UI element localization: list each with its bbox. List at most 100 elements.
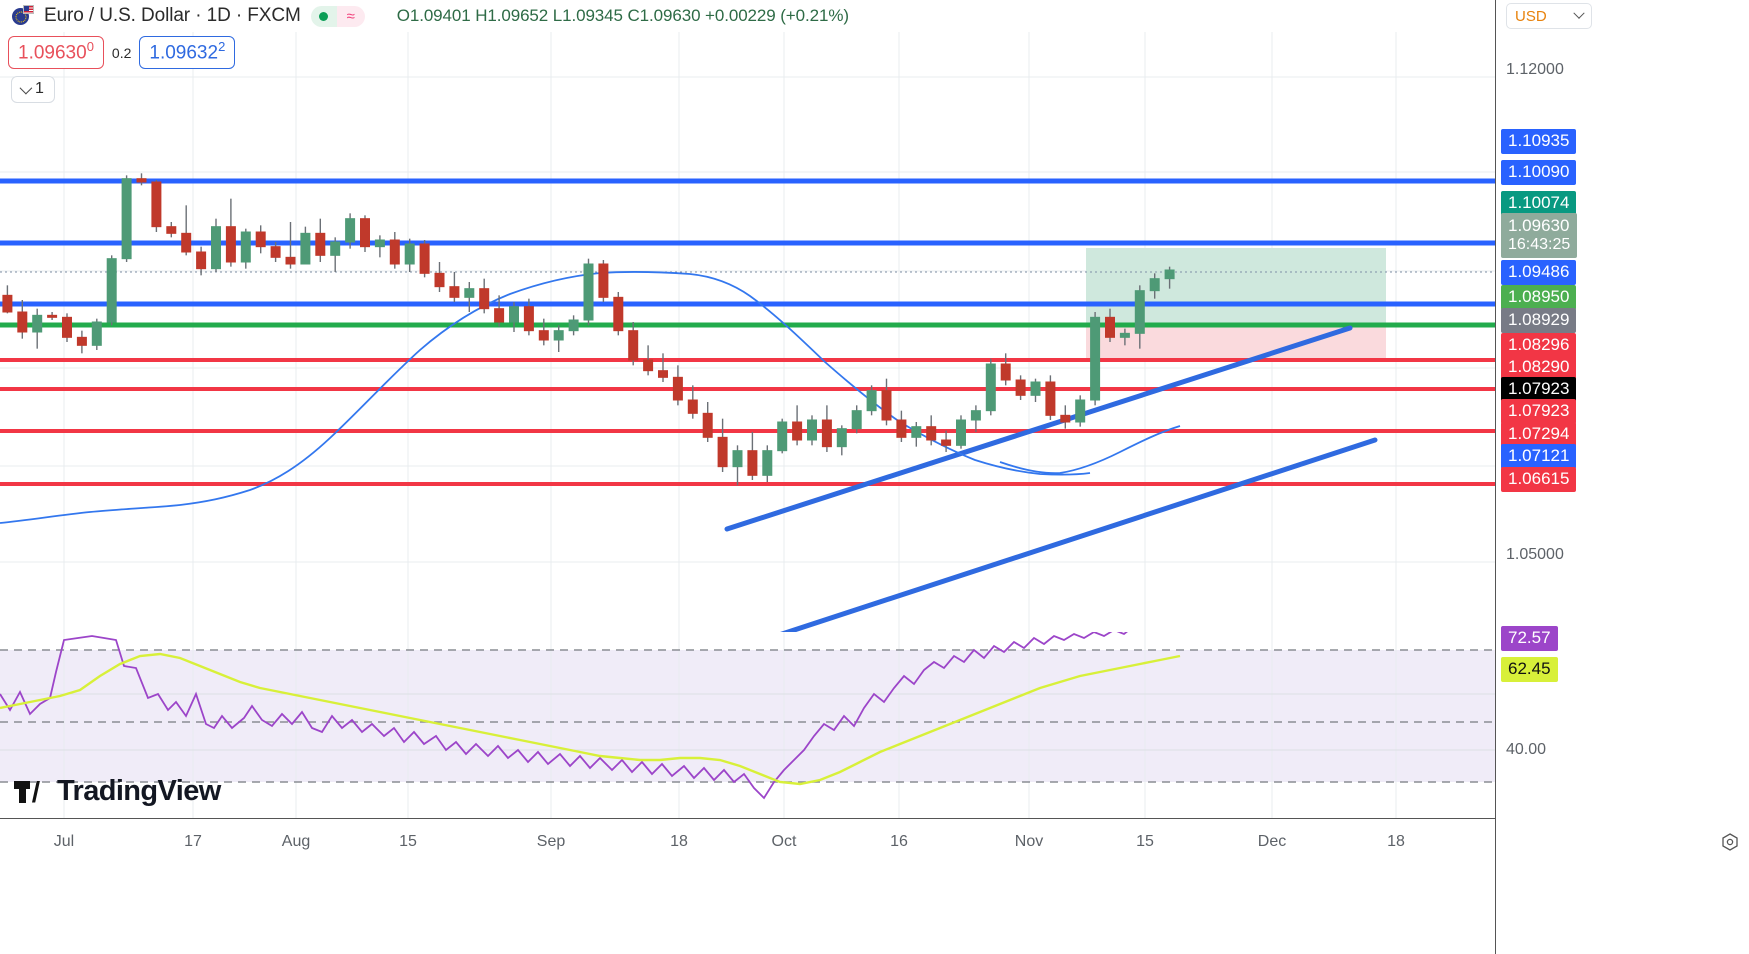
time-axis-label: Dec [1257, 833, 1287, 850]
candle-body [881, 390, 892, 421]
candle-body [121, 178, 132, 260]
candle-body [360, 218, 370, 248]
lot-size-selector[interactable]: 1 [11, 76, 55, 103]
candle-body [434, 272, 445, 288]
rsi-indicator-panel[interactable] [0, 632, 1495, 818]
candle-body [330, 241, 341, 256]
moving-average-short [999, 425, 1181, 475]
candle-body [598, 263, 609, 298]
price-level-badge[interactable]: 1.10090 [1501, 160, 1577, 185]
rsi-moving-average [0, 652, 1181, 786]
candle-body [255, 231, 266, 248]
currency-value: USD [1515, 7, 1547, 25]
ohlc-values: O1.09401 H1.09652 L1.09345 C1.09630 +0.0… [396, 6, 849, 25]
candle-body [643, 359, 654, 372]
chart-settings-icon[interactable] [1720, 832, 1740, 852]
price-level-badge[interactable]: 1.09630 16:43:25 [1501, 213, 1578, 258]
candle-body [76, 336, 87, 346]
price-level-badge[interactable]: 1.08296 [1501, 333, 1577, 358]
price-level-badge[interactable]: 1.06615 [1501, 467, 1577, 492]
candle-body [985, 363, 996, 412]
candle-body [628, 330, 639, 361]
time-axis-label: Oct [771, 833, 797, 850]
rsi-line [0, 632, 1128, 800]
candle-body [2, 294, 13, 313]
candle-body [1015, 379, 1026, 396]
candle-body [1119, 332, 1130, 338]
candle-body [1045, 381, 1056, 416]
price-level-badge[interactable]: 1.07923 [1501, 377, 1577, 402]
candle-body [389, 239, 400, 265]
candle-body [225, 226, 236, 263]
candle-body [136, 178, 147, 183]
channel-lower-line [780, 437, 1378, 632]
price-level-badge[interactable]: 1.07923 [1501, 399, 1577, 424]
time-axis-label: 15 [1136, 833, 1154, 850]
candle-body [419, 243, 430, 274]
candle-body [1060, 414, 1071, 423]
candle-body [166, 226, 177, 234]
candle-body [17, 311, 28, 333]
candle-body [240, 231, 251, 263]
countdown-timer: 16:43:25 [1508, 235, 1571, 253]
price-level-badge[interactable]: 1.07121 [1501, 444, 1577, 469]
price-level-badge[interactable]: 1.08950 [1501, 285, 1577, 310]
candle-body [181, 232, 192, 253]
price-level-badge[interactable]: 1.10935 [1501, 129, 1577, 154]
time-axis-label: Jul [53, 833, 75, 850]
market-status-pill: ≈ [310, 5, 365, 27]
candle-body [523, 306, 534, 332]
candle-body [196, 251, 207, 270]
candle-body [583, 263, 594, 321]
candle-body [896, 419, 907, 438]
rsi-level-lines [0, 649, 1495, 783]
candle-body [777, 421, 788, 452]
time-axis-label: 18 [1387, 833, 1405, 850]
price-level-badge[interactable]: 1.09486 [1501, 260, 1577, 285]
page-title[interactable]: Euro / U.S. Dollar · 1D · FXCM [44, 5, 301, 26]
candle-body [1134, 290, 1145, 334]
chart-header: Euro / U.S. Dollar · 1D · FXCM ≈ O1.0940… [0, 0, 1495, 32]
candle-body [464, 288, 475, 298]
tradingview-watermark: TradingView [14, 775, 221, 808]
price-scale[interactable]: USD 1.12000 1.05000 40.00 1.10935 1.10090 1.1… [1495, 0, 1749, 954]
candle-body [851, 410, 862, 430]
time-axis[interactable]: Jul 17 Aug 15 Sep 18 Oct 16 Nov 15 Dec 18 [0, 818, 1495, 954]
price-level-badge[interactable]: 1.08929 [1501, 308, 1577, 333]
rsi-value-badge[interactable]: 62.45 [1501, 657, 1558, 682]
candle-body [553, 330, 564, 341]
price-chart-panel[interactable] [0, 32, 1495, 632]
candlestick-series [2, 173, 1175, 486]
candle-body [538, 330, 549, 341]
eurusd-flag-icon [12, 5, 34, 27]
candle-body [568, 319, 579, 332]
candle-body [1090, 316, 1101, 401]
spread-value: 0.2 [111, 44, 132, 61]
candle-body [836, 428, 847, 448]
time-axis-label: 15 [399, 833, 417, 850]
candle-body [956, 419, 966, 446]
ask-price-sup: 2 [218, 39, 226, 54]
chevron-down-icon [19, 81, 33, 94]
chevron-down-icon [1573, 7, 1585, 19]
candle-body [807, 419, 817, 441]
price-level-badge[interactable]: 1.10074 [1501, 191, 1577, 216]
candle-body [106, 258, 117, 323]
ask-price-tag[interactable]: 1.096322 [139, 36, 236, 70]
candle-body [970, 410, 981, 421]
candle-body [687, 399, 698, 414]
candle-body [509, 306, 519, 323]
bid-price-tag[interactable]: 1.096300 [8, 36, 104, 70]
price-level-badge[interactable]: 1.07294 [1501, 422, 1577, 447]
lot-size-value: 1 [35, 80, 44, 97]
time-axis-label: Aug [281, 833, 311, 850]
price-level-badge[interactable]: 1.08290 [1501, 355, 1577, 380]
ask-price: 1.09632 [149, 42, 219, 64]
candle-body [62, 316, 72, 338]
candle-body [151, 181, 162, 228]
rsi-value-badge[interactable]: 72.57 [1501, 626, 1558, 651]
bid-ask-tags: 1.096300 0.2 1.096322 [8, 36, 236, 70]
candle-body [1030, 381, 1041, 396]
currency-selector[interactable]: USD [1506, 3, 1592, 29]
candle-body [345, 218, 356, 243]
